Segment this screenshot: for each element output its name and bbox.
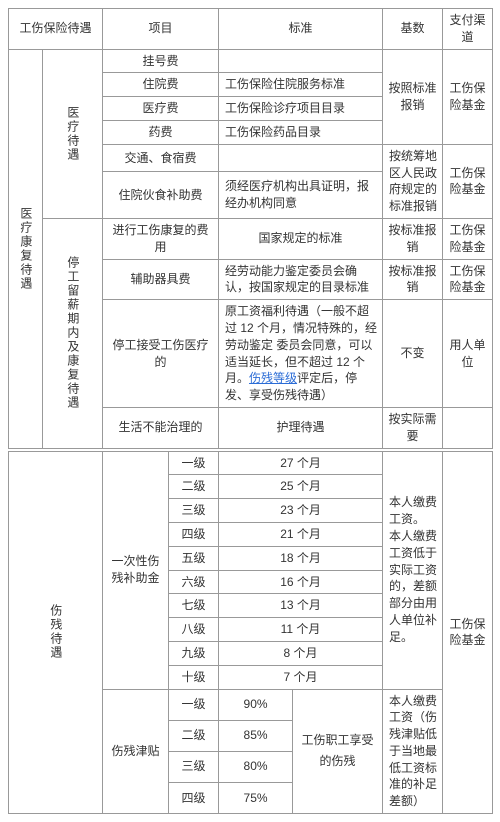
std-empty2: [219, 144, 383, 171]
jt-p2: 85%: [219, 720, 293, 751]
jt-mid: 工伤职工享受的伤残: [293, 689, 383, 814]
row-jiaotong: 交通、食宿费: [103, 144, 219, 171]
row-kangfu: 进行工伤康复的费用: [103, 218, 219, 259]
hdr-e: 支付渠道: [443, 9, 493, 50]
jt-p1: 90%: [219, 689, 293, 720]
sub-medical: 医疗待遇: [43, 49, 103, 218]
lv-5: 五级: [169, 546, 219, 570]
group-disability: 伤残待遇: [9, 451, 103, 814]
std-fuzhu: 经劳动能力鉴定委员会确认，按国家规定的目录标准: [219, 259, 383, 300]
lv-9: 九级: [169, 641, 219, 665]
pay-jijin3: 工伤保险基金: [443, 218, 493, 259]
m-3: 23 个月: [219, 499, 383, 523]
m-8: 11 个月: [219, 618, 383, 642]
benefit-table: 工伤保险待遇 项目 标准 基数 支付渠道 医疗康复待遇 医疗待遇 挂号费 按照标…: [8, 8, 493, 814]
lv-6: 六级: [169, 570, 219, 594]
std-huli: 护理待遇: [219, 407, 383, 448]
base-tongchou: 按统筹地区人民政府规定的标准报销: [383, 144, 443, 218]
jt-p3: 80%: [219, 751, 293, 782]
row-fuzhu: 辅助器具费: [103, 259, 219, 300]
pay-jijin: 工伤保险基金: [443, 49, 493, 144]
base-biaozhun2: 按标准报销: [383, 259, 443, 300]
lv-1: 一级: [169, 451, 219, 475]
m-9: 8 个月: [219, 641, 383, 665]
m-2: 25 个月: [219, 475, 383, 499]
pay-jijin5: 工伤保险基金: [443, 451, 493, 814]
m-6: 16 个月: [219, 570, 383, 594]
m-1: 27 个月: [219, 451, 383, 475]
row-yaofei: 药费: [103, 120, 219, 144]
disability-level-link[interactable]: 伤残等级: [249, 371, 297, 385]
m-5: 18 个月: [219, 546, 383, 570]
pay-danwei: 用人单位: [443, 300, 493, 408]
lv-2: 二级: [169, 475, 219, 499]
jt-lv4: 四级: [169, 782, 219, 813]
lv-7: 七级: [169, 594, 219, 618]
jt-lv1: 一级: [169, 689, 219, 720]
m-10: 7 个月: [219, 665, 383, 689]
base-buvbian: 不变: [383, 300, 443, 408]
jt-p4: 75%: [219, 782, 293, 813]
row-buneng: 生活不能治理的: [103, 407, 219, 448]
lv-3: 三级: [169, 499, 219, 523]
pay-jijin2: 工伤保险基金: [443, 144, 493, 218]
lv-4: 四级: [169, 522, 219, 546]
hdr-c: 标准: [219, 9, 383, 50]
std-huoshi: 须经医疗机构出具证明，报经办机构同意: [219, 172, 383, 219]
std-yiliao: 工伤保险诊疗项目目录: [219, 97, 383, 121]
sub-once: 一次性伤残补助金: [103, 451, 169, 689]
row-tinggong: 停工接受工伤医疗的: [103, 300, 219, 408]
row-huoshi: 住院伙食补助费: [103, 172, 219, 219]
std-zhuyuan: 工伤保险住院服务标准: [219, 73, 383, 97]
row-zhuyuan: 住院费: [103, 73, 219, 97]
row-yiliao: 医疗费: [103, 97, 219, 121]
pay-empty: [443, 407, 493, 448]
base-baoxiao: 按照标准报销: [383, 49, 443, 144]
hdr-d: 基数: [383, 9, 443, 50]
base-shiji: 按实际需要: [383, 407, 443, 448]
std-kangfu: 国家规定的标准: [219, 218, 383, 259]
jt-lv2: 二级: [169, 720, 219, 751]
sub-jintie: 伤残津贴: [103, 689, 169, 814]
lv-10: 十级: [169, 665, 219, 689]
group-medical: 医疗康复待遇: [9, 49, 43, 448]
hdr-a: 工伤保险待遇: [9, 9, 103, 50]
pay-jijin4: 工伤保险基金: [443, 259, 493, 300]
lv-8: 八级: [169, 618, 219, 642]
sub-tinggong: 停工留薪期内及康复待遇: [43, 218, 103, 448]
hdr-b: 项目: [103, 9, 219, 50]
note-wage: 本人缴费工资。 本人缴费工资低于实际工资的，差额部分由用人单位补足。: [383, 451, 443, 689]
note-wage2: 本人缴费工资（伤残津贴低于当地最低工资标准的补足差额）: [383, 689, 443, 814]
m-7: 13 个月: [219, 594, 383, 618]
table-header: 工伤保险待遇 项目 标准 基数 支付渠道: [9, 9, 493, 50]
std-yaofei: 工伤保险药品目录: [219, 120, 383, 144]
std-empty: [219, 49, 383, 73]
m-4: 21 个月: [219, 522, 383, 546]
std-tinggong: 原工资福利待遇（一般不超过 12 个月，情况特殊的，经劳动鉴定 委员会同意，可以…: [219, 300, 383, 408]
row-guahao: 挂号费: [103, 49, 219, 73]
jt-lv3: 三级: [169, 751, 219, 782]
base-biaozhun1: 按标准报销: [383, 218, 443, 259]
